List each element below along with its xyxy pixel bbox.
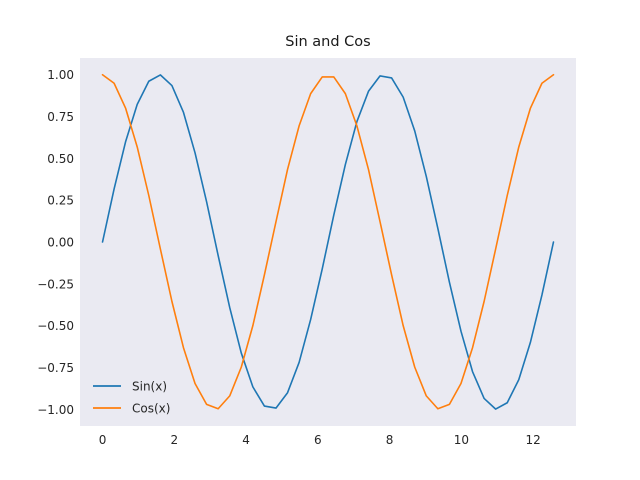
x-tick-label: 2 bbox=[170, 433, 178, 447]
y-tick-label: 0.25 bbox=[47, 194, 74, 208]
x-tick-label: 6 bbox=[314, 433, 322, 447]
y-tick-label: −0.75 bbox=[37, 361, 74, 375]
series-line-cos bbox=[101, 73, 555, 410]
series-layer bbox=[101, 73, 555, 410]
series-line-sin bbox=[101, 74, 555, 410]
x-axis: 0 2 4 6 8 10 12 bbox=[99, 433, 541, 447]
y-tick-label: 1.00 bbox=[47, 68, 74, 82]
y-axis: −1.00 −0.75 −0.50 −0.25 0.00 0.25 0.50 0.75 1.00 bbox=[37, 68, 74, 417]
legend-label: Cos(x) bbox=[132, 402, 170, 416]
y-tick-label: 0.50 bbox=[47, 152, 74, 166]
y-tick-label: −0.25 bbox=[37, 277, 74, 291]
chart-title: Sin and Cos bbox=[285, 34, 371, 50]
x-tick-label: 8 bbox=[386, 433, 394, 447]
x-tick-label: 10 bbox=[454, 433, 469, 447]
x-tick-label: 4 bbox=[242, 433, 250, 447]
y-tick-label: 0.75 bbox=[47, 110, 74, 124]
legend: Sin(x) Cos(x) bbox=[93, 380, 170, 416]
y-tick-label: 0.00 bbox=[47, 236, 74, 250]
x-tick-label: 12 bbox=[525, 433, 540, 447]
legend-label: Sin(x) bbox=[132, 380, 167, 394]
x-tick-label: 0 bbox=[99, 433, 107, 447]
y-tick-label: −1.00 bbox=[37, 403, 74, 417]
y-tick-label: −0.50 bbox=[37, 319, 74, 333]
